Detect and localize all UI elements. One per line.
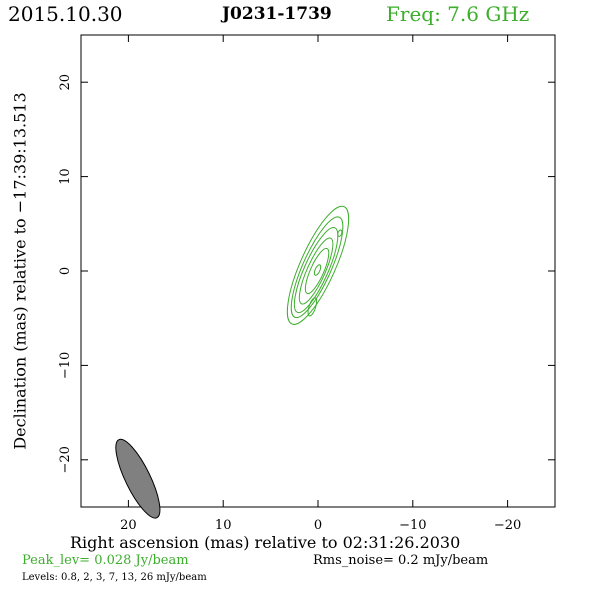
contour-island bbox=[307, 297, 318, 317]
contour-level bbox=[313, 264, 322, 276]
observation-date: 2015.10.30 bbox=[8, 2, 123, 26]
contour-level bbox=[286, 205, 350, 325]
y-axis-label-container: Declination (mas) relative to −17:39:13.… bbox=[10, 0, 30, 590]
contour-level bbox=[290, 216, 344, 319]
axis-ticks bbox=[81, 35, 555, 507]
contour-level bbox=[293, 227, 339, 314]
x-tick-label: −10 bbox=[399, 518, 426, 533]
y-tick-label: 0 bbox=[58, 267, 73, 275]
x-tick-label: 20 bbox=[120, 518, 137, 533]
x-axis-label: Right ascension (mas) relative to 02:31:… bbox=[70, 533, 461, 552]
y-tick-label: 20 bbox=[58, 74, 73, 91]
contour-lines bbox=[286, 205, 350, 325]
x-tick-label: 0 bbox=[314, 518, 322, 533]
beam-ellipse-group bbox=[115, 438, 161, 519]
y-tick-label: −10 bbox=[58, 352, 73, 379]
x-tick-label: −20 bbox=[494, 518, 521, 533]
contour-levels: Levels: 0.8, 2, 3, 7, 13, 26 mJy/beam bbox=[22, 572, 207, 583]
plot-frame bbox=[80, 34, 556, 508]
y-axis-label: Declination (mas) relative to −17:39:13.… bbox=[10, 92, 30, 450]
contour-island bbox=[337, 229, 343, 237]
y-tick-label: 10 bbox=[58, 168, 73, 185]
y-tick-label: −20 bbox=[58, 446, 73, 473]
contour-level bbox=[304, 247, 330, 295]
source-name: J0231-1739 bbox=[222, 4, 332, 24]
contour-level bbox=[298, 237, 334, 305]
beam-ellipse bbox=[115, 438, 161, 519]
peak-level: Peak_lev= 0.028 Jy/beam bbox=[22, 553, 189, 568]
rms-noise: Rms_noise= 0.2 mJy/beam bbox=[313, 553, 489, 568]
axis-tick-labels: 20 10 0 −10 −20 −20 −10 0 10 20 bbox=[58, 74, 521, 533]
x-tick-label: 10 bbox=[215, 518, 232, 533]
frequency-label: Freq: 7.6 GHz bbox=[386, 2, 530, 26]
